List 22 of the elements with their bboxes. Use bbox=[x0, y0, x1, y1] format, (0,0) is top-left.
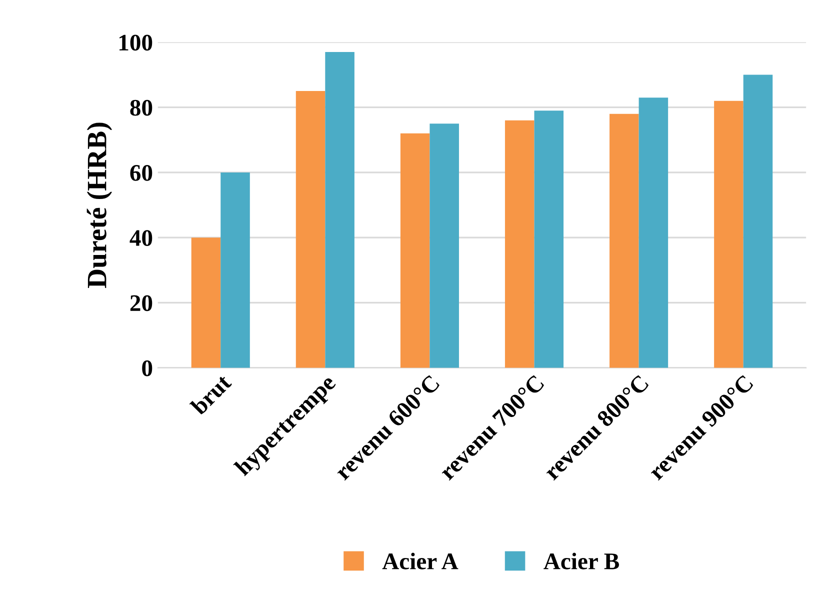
x-tick-label: brut bbox=[189, 372, 232, 416]
bar bbox=[430, 124, 459, 368]
bar bbox=[220, 172, 250, 368]
y-tick-label: 100 bbox=[120, 34, 152, 51]
bar bbox=[504, 120, 534, 368]
legend-label: Acier A bbox=[382, 552, 458, 570]
y-tick-label: 40 bbox=[130, 230, 152, 246]
bar bbox=[714, 100, 744, 368]
y-axis-title: Dureté (HRB) bbox=[86, 122, 112, 288]
bar bbox=[325, 52, 354, 368]
bar bbox=[296, 91, 326, 368]
bar bbox=[610, 114, 639, 368]
y-tick-label: 0 bbox=[142, 360, 152, 376]
y-tick-label: 20 bbox=[130, 295, 152, 312]
bar bbox=[534, 110, 564, 368]
legend-label: Acier B bbox=[544, 552, 620, 570]
y-tick-label: 60 bbox=[130, 164, 152, 181]
bar bbox=[638, 98, 668, 368]
bar bbox=[743, 74, 773, 368]
bar bbox=[400, 133, 430, 368]
bar bbox=[191, 238, 221, 368]
y-tick-label: 80 bbox=[130, 100, 152, 116]
